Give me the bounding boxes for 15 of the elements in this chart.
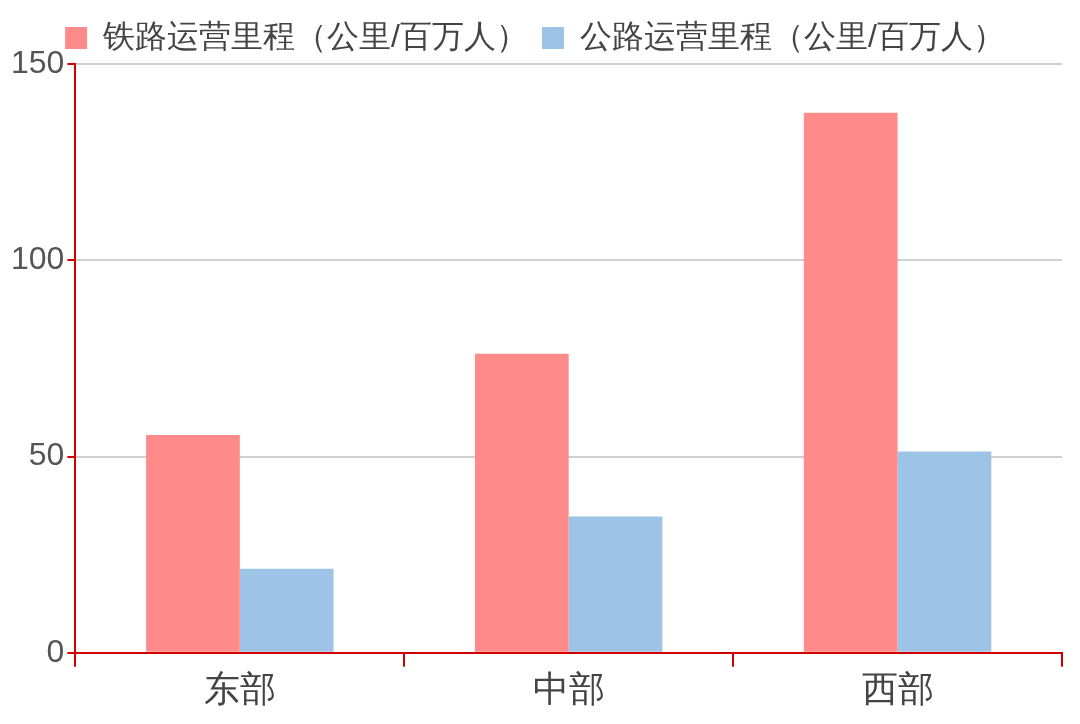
legend-label: 铁路运营里程（公里/百万人） [102, 17, 528, 54]
bar [897, 451, 992, 652]
bar [239, 568, 334, 652]
x-tick-label: 西部 [861, 668, 934, 710]
bar [803, 112, 898, 652]
y-tick-label: 50 [28, 436, 65, 473]
x-tick-label: 东部 [203, 668, 276, 710]
y-tick-label: 100 [11, 240, 65, 277]
y-tick-label: 150 [11, 43, 65, 80]
bar [568, 516, 663, 652]
y-tick-label: 0 [46, 632, 65, 669]
bar [474, 353, 569, 652]
bar [146, 434, 240, 652]
x-tick-label: 中部 [532, 668, 605, 710]
legend-label: 公路运营里程（公里/百万人） [580, 17, 1005, 54]
